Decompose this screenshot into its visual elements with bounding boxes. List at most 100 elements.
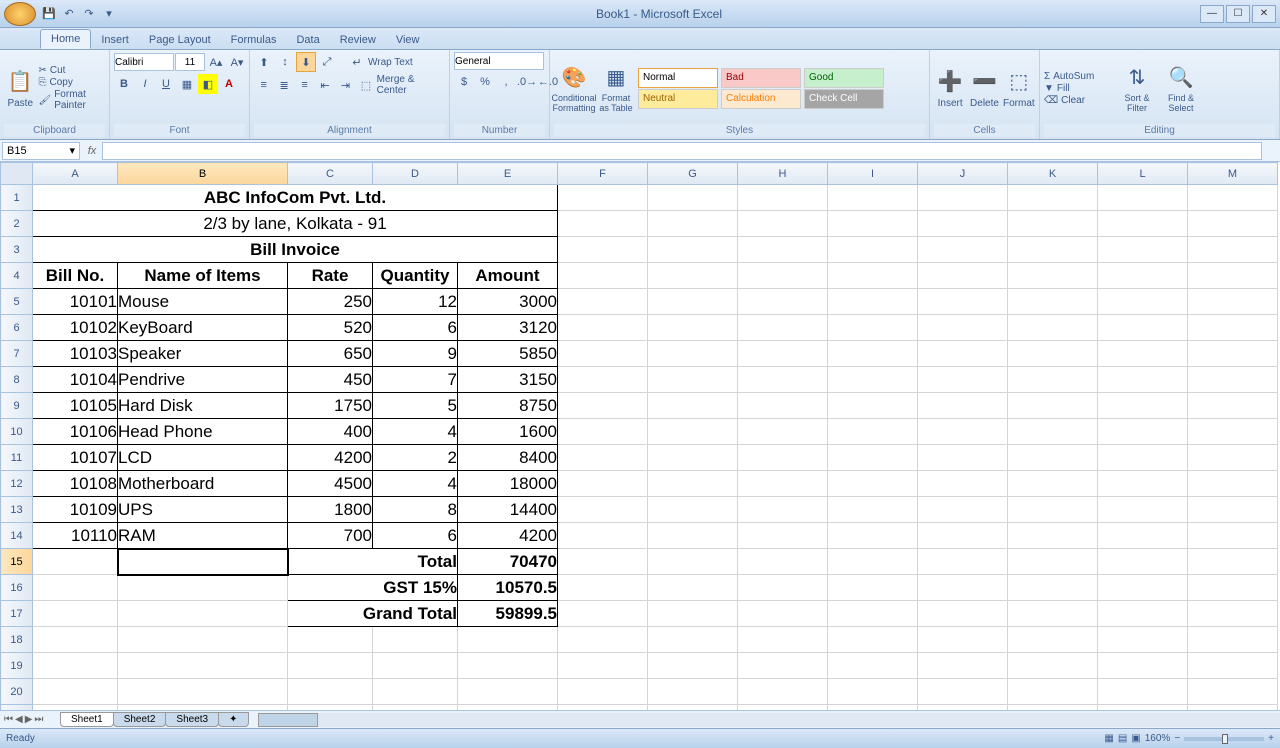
cell-H6[interactable]	[738, 315, 828, 341]
cell-G16[interactable]	[648, 575, 738, 601]
paste-button[interactable]: 📋Paste	[4, 58, 37, 118]
cell-B10[interactable]: Head Phone	[118, 419, 288, 445]
cell-G3[interactable]	[648, 237, 738, 263]
minimize-button[interactable]: —	[1200, 5, 1224, 23]
comma-icon[interactable]: ,	[496, 72, 516, 92]
cell-A6[interactable]: 10102	[33, 315, 118, 341]
cell-L2[interactable]	[1098, 211, 1188, 237]
row-header-17[interactable]: 17	[1, 601, 33, 627]
cell-J7[interactable]	[918, 341, 1008, 367]
cell-I17[interactable]	[828, 601, 918, 627]
cell-G19[interactable]	[648, 653, 738, 679]
cell-A10[interactable]: 10106	[33, 419, 118, 445]
cell-I4[interactable]	[828, 263, 918, 289]
cell-H3[interactable]	[738, 237, 828, 263]
row-header-8[interactable]: 8	[1, 367, 33, 393]
row-header-7[interactable]: 7	[1, 341, 33, 367]
cell-H15[interactable]	[738, 549, 828, 575]
cell-H21[interactable]	[738, 705, 828, 711]
cell-G9[interactable]	[648, 393, 738, 419]
merge-center-button[interactable]: ⬚	[356, 75, 375, 95]
row-header-19[interactable]: 19	[1, 653, 33, 679]
cell-total-value-15[interactable]: 70470	[458, 549, 558, 575]
row-header-2[interactable]: 2	[1, 211, 33, 237]
tab-home[interactable]: Home	[40, 29, 91, 49]
cell-total-label-15[interactable]: Total	[288, 549, 458, 575]
row-header-5[interactable]: 5	[1, 289, 33, 315]
font-size-select[interactable]	[175, 53, 205, 71]
cell-I9[interactable]	[828, 393, 918, 419]
cell-title[interactable]: Bill Invoice	[33, 237, 558, 263]
row-header-13[interactable]: 13	[1, 497, 33, 523]
cell-J12[interactable]	[918, 471, 1008, 497]
cell-A21[interactable]	[33, 705, 118, 711]
cell-K17[interactable]	[1008, 601, 1098, 627]
style-good[interactable]: Good	[804, 68, 884, 88]
cell-I13[interactable]	[828, 497, 918, 523]
cell-I3[interactable]	[828, 237, 918, 263]
col-header-K[interactable]: K	[1008, 163, 1098, 185]
tab-review[interactable]: Review	[330, 31, 386, 49]
cell-F1[interactable]	[558, 185, 648, 211]
cell-L20[interactable]	[1098, 679, 1188, 705]
cell-G14[interactable]	[648, 523, 738, 549]
cell-F21[interactable]	[558, 705, 648, 711]
cell-L14[interactable]	[1098, 523, 1188, 549]
cell-M6[interactable]	[1188, 315, 1278, 341]
cell-I16[interactable]	[828, 575, 918, 601]
cell-D13[interactable]: 8	[373, 497, 458, 523]
cell-H12[interactable]	[738, 471, 828, 497]
maximize-button[interactable]: ☐	[1226, 5, 1250, 23]
delete-cells-button[interactable]: ➖Delete	[968, 58, 1000, 118]
cell-A16[interactable]	[33, 575, 118, 601]
fx-icon[interactable]: fx	[82, 145, 102, 157]
cell-K7[interactable]	[1008, 341, 1098, 367]
cell-A9[interactable]: 10105	[33, 393, 118, 419]
cell-L4[interactable]	[1098, 263, 1188, 289]
cell-F5[interactable]	[558, 289, 648, 315]
cell-G1[interactable]	[648, 185, 738, 211]
cell-K14[interactable]	[1008, 523, 1098, 549]
indent-dec-icon[interactable]: ⇤	[315, 75, 334, 95]
row-header-3[interactable]: 3	[1, 237, 33, 263]
cell-D7[interactable]: 9	[373, 341, 458, 367]
sort-filter-button[interactable]: ⇅Sort & Filter	[1116, 58, 1158, 118]
cell-D12[interactable]: 4	[373, 471, 458, 497]
cell-M3[interactable]	[1188, 237, 1278, 263]
style-neutral[interactable]: Neutral	[638, 89, 718, 109]
cell-F11[interactable]	[558, 445, 648, 471]
cell-address[interactable]: 2/3 by lane, Kolkata - 91	[33, 211, 558, 237]
cell-G10[interactable]	[648, 419, 738, 445]
cell-K19[interactable]	[1008, 653, 1098, 679]
cell-F16[interactable]	[558, 575, 648, 601]
cell-G7[interactable]	[648, 341, 738, 367]
row-header-1[interactable]: 1	[1, 185, 33, 211]
cell-F6[interactable]	[558, 315, 648, 341]
cell-H7[interactable]	[738, 341, 828, 367]
cell-G20[interactable]	[648, 679, 738, 705]
align-bottom-icon[interactable]: ⬇	[296, 52, 316, 72]
cell-M18[interactable]	[1188, 627, 1278, 653]
cell-A14[interactable]: 10110	[33, 523, 118, 549]
format-as-table-button[interactable]: ▦Format as Table	[596, 58, 636, 118]
cell-L12[interactable]	[1098, 471, 1188, 497]
cell-J19[interactable]	[918, 653, 1008, 679]
cell-header-3[interactable]: Quantity	[373, 263, 458, 289]
cell-E7[interactable]: 5850	[458, 341, 558, 367]
cell-E11[interactable]: 8400	[458, 445, 558, 471]
cell-H10[interactable]	[738, 419, 828, 445]
cell-B18[interactable]	[118, 627, 288, 653]
cell-C8[interactable]: 450	[288, 367, 373, 393]
cell-B13[interactable]: UPS	[118, 497, 288, 523]
cell-B5[interactable]: Mouse	[118, 289, 288, 315]
cell-total-label-16[interactable]: GST 15%	[288, 575, 458, 601]
cell-K9[interactable]	[1008, 393, 1098, 419]
qat-dropdown-icon[interactable]: ▾	[100, 5, 118, 23]
cell-M2[interactable]	[1188, 211, 1278, 237]
cell-M9[interactable]	[1188, 393, 1278, 419]
cell-E18[interactable]	[458, 627, 558, 653]
row-header-14[interactable]: 14	[1, 523, 33, 549]
cell-L9[interactable]	[1098, 393, 1188, 419]
cell-J5[interactable]	[918, 289, 1008, 315]
view-break-icon[interactable]: ▣	[1131, 733, 1140, 744]
